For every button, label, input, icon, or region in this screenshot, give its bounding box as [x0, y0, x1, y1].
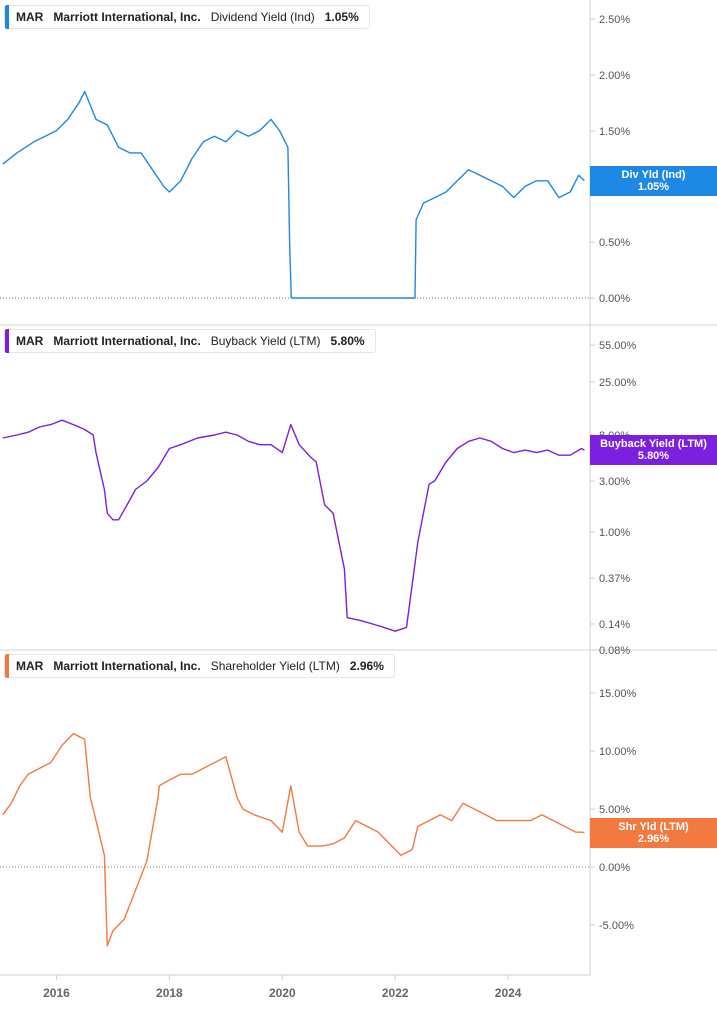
legend-company: Marriott International, Inc.: [53, 334, 201, 348]
legend-value: 1.05%: [324, 10, 359, 24]
x-tick-label: 2016: [43, 986, 70, 1000]
y-tick-label: 25.00%: [599, 377, 637, 389]
series-line: [2, 732, 585, 947]
badge-label: Shr Yld (LTM): [618, 821, 689, 833]
x-tick-label: 2024: [495, 986, 522, 1000]
legend-ticker: MAR: [16, 334, 44, 348]
x-tick-label: 2022: [382, 986, 409, 1000]
legend-metric: Dividend Yield (Ind): [210, 10, 315, 24]
legend-value: 5.80%: [330, 334, 365, 348]
legend-buyback-yield[interactable]: MAR Marriott International, Inc. Buyback…: [4, 329, 376, 353]
y-tick-label: 0.08%: [599, 645, 630, 657]
badge-label: Div Yld (Ind): [621, 169, 686, 181]
y-tick-label: -5.00%: [599, 920, 634, 932]
y-tick-label: 1.50%: [599, 126, 630, 138]
y-tick-label: 0.50%: [599, 237, 630, 249]
y-tick-label: 55.00%: [599, 340, 637, 352]
x-tick-label: 2018: [156, 986, 183, 1000]
legend-color-swatch: [5, 654, 9, 678]
legend-ticker: MAR: [16, 659, 44, 673]
y-tick-label: 3.00%: [599, 476, 630, 488]
series-line: [2, 419, 585, 632]
last-value-badge-shareholder: Shr Yld (LTM) 2.96%: [590, 818, 717, 848]
y-tick-label: 2.00%: [599, 70, 630, 82]
last-value-badge-dividend: Div Yld (Ind) 1.05%: [590, 166, 717, 196]
legend-metric: Buyback Yield (LTM): [210, 334, 321, 348]
last-value-badge-buyback: Buyback Yield (LTM) 5.80%: [590, 435, 717, 465]
legend-dividend-yield[interactable]: MAR Marriott International, Inc. Dividen…: [4, 5, 370, 29]
legend-color-swatch: [5, 5, 9, 29]
legend-shareholder-yield[interactable]: MAR Marriott International, Inc. Shareho…: [4, 654, 395, 678]
y-tick-label: 0.00%: [599, 862, 630, 874]
legend-value: 2.96%: [349, 659, 384, 673]
series-line: [2, 90, 585, 299]
badge-value: 1.05%: [637, 181, 670, 193]
legend-company: Marriott International, Inc.: [53, 659, 201, 673]
legend-ticker: MAR: [16, 10, 44, 24]
y-tick-label: 10.00%: [599, 746, 637, 758]
y-tick-label: 5.00%: [599, 804, 630, 816]
legend-metric: Shareholder Yield (LTM): [210, 659, 340, 673]
legend-color-swatch: [5, 329, 9, 353]
y-tick-label: 15.00%: [599, 688, 637, 700]
line-layer: [2, 90, 585, 947]
y-tick-label: 0.14%: [599, 619, 630, 631]
legend-company: Marriott International, Inc.: [53, 10, 201, 24]
badge-value: 5.80%: [637, 450, 670, 462]
y-tick-label: 2.50%: [599, 14, 630, 26]
y-tick-label: 0.37%: [599, 573, 630, 585]
badge-label: Buyback Yield (LTM): [600, 438, 707, 450]
y-tick-label: 0.00%: [599, 293, 630, 305]
badge-value: 2.96%: [637, 833, 670, 845]
x-tick-label: 2020: [269, 986, 296, 1000]
y-tick-label: 1.00%: [599, 527, 630, 539]
